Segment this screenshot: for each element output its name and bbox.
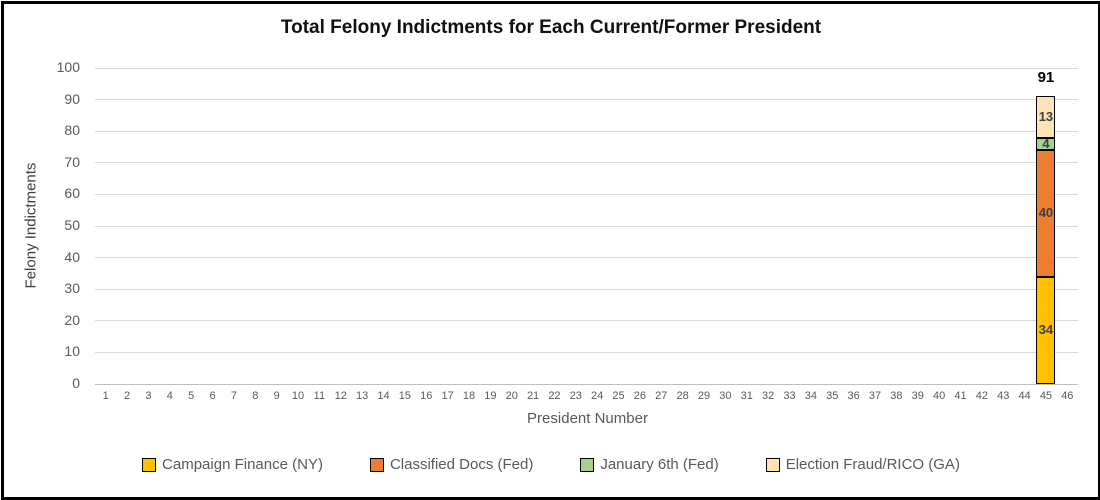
x-tick-label: 39 [911,390,924,402]
gridline [95,193,1078,195]
x-tick-label: 3 [145,390,152,402]
x-tick-label: 10 [291,390,305,402]
legend-item: Classified Docs (Fed) [369,456,534,473]
chart-title: Total Felony Indictments for Each Curren… [280,17,822,38]
x-tick-label: 19 [484,390,497,402]
x-tick-label: 27 [655,390,668,402]
x-tick-label: 37 [868,390,882,402]
gridline [95,67,1078,69]
x-tick-label: 35 [826,390,839,402]
bar-segment-label: 40 [1038,205,1054,221]
y-tick-label: 0 [72,375,80,391]
x-tick-label: 31 [740,390,753,402]
bar-segment-label: 4 [1042,135,1050,151]
x-tick-label: 15 [398,390,411,402]
x-tick-label: 8 [252,390,259,402]
gridline [95,225,1078,227]
x-tick-label: 17 [441,390,454,402]
legend-item: Campaign Finance (NY) [142,456,323,473]
x-tick-label: 4 [166,390,173,402]
legend-item: Election Fraud/RICO (GA) [765,456,960,473]
x-tick-label: 13 [355,390,369,402]
x-tick-label: 12 [334,390,347,402]
y-tick-label: 100 [56,59,80,75]
gridline [95,162,1078,164]
bar-segment [1036,96,1056,138]
x-tick-label: 28 [676,390,689,402]
legend-swatch [580,457,595,472]
x-tick-label: 40 [932,390,946,402]
x-tick-label: 1 [102,390,109,402]
x-tick-label: 21 [526,390,540,402]
x-tick-label: 7 [230,390,237,402]
x-tick-label: 18 [462,390,476,402]
bar-segment [1036,150,1056,277]
x-tick-label: 23 [569,390,582,402]
x-tick-label: 30 [719,390,732,402]
x-tick-label: 6 [209,390,216,402]
y-tick-label: 20 [64,311,80,328]
gridline [95,99,1078,101]
x-tick-label: 36 [847,390,860,402]
x-tick-label: 42 [975,390,988,402]
x-tick-label: 9 [273,390,280,402]
x-axis-title: President Number [527,410,648,427]
y-tick-label: 40 [64,248,80,265]
x-tick-label: 25 [612,390,625,402]
y-tick-label: 10 [64,343,80,360]
bar-segment-label: 34 [1038,322,1054,338]
x-tick-label: 34 [804,390,817,402]
legend-label: Election Fraud/RICO (GA) [785,456,960,473]
legend-swatch [142,457,157,472]
gridline [95,351,1078,353]
gridline [95,130,1078,132]
legend-swatch [369,457,384,472]
x-tick-label: 20 [505,390,518,402]
gridline [95,320,1078,322]
x-tick-label: 43 [997,390,1010,402]
x-tick-label: 32 [762,390,775,402]
x-tick-label: 5 [188,390,195,402]
y-tick-label: 50 [64,217,80,233]
legend: Campaign Finance (NY) Classified Docs (Fe… [4,456,1098,473]
x-tick-label: 16 [420,390,433,402]
x-tick-label: 29 [697,390,711,402]
y-tick-label: 80 [64,122,80,139]
y-tick-label: 30 [64,280,80,297]
x-tick-label: 45 [1039,390,1053,402]
y-tick-label: 90 [64,90,80,107]
x-tick-label: 11 [313,390,326,402]
gridline [95,288,1078,290]
legend-label: January 6th (Fed) [600,456,719,473]
x-tick-label: 24 [591,390,604,402]
x-tick-label: 22 [548,390,561,402]
y-tick-label: 60 [64,185,80,202]
legend-label: Campaign Finance (NY) [162,456,323,473]
bar-segment [1036,276,1056,384]
x-tick-label: 38 [890,390,903,402]
x-tick-label: 41 [954,390,967,402]
gridline [95,257,1078,259]
x-tick-label: 14 [377,390,390,402]
bar-segment-label: 13 [1038,108,1054,124]
x-tick-label: 44 [1018,390,1031,402]
legend-label: Classified Docs (Fed) [389,456,534,473]
legend-item: January 6th (Fed) [580,456,719,473]
x-tick-label: 33 [783,390,796,402]
legend-swatch [765,457,780,472]
bar-segment [1036,137,1056,151]
gridline [95,383,1078,385]
x-tick-label: 46 [1061,390,1074,402]
y-tick-label: 70 [64,153,80,170]
x-tick-label: 2 [123,390,131,402]
bar-total-label: 91 [1037,69,1055,87]
x-tick-label: 26 [633,390,647,402]
